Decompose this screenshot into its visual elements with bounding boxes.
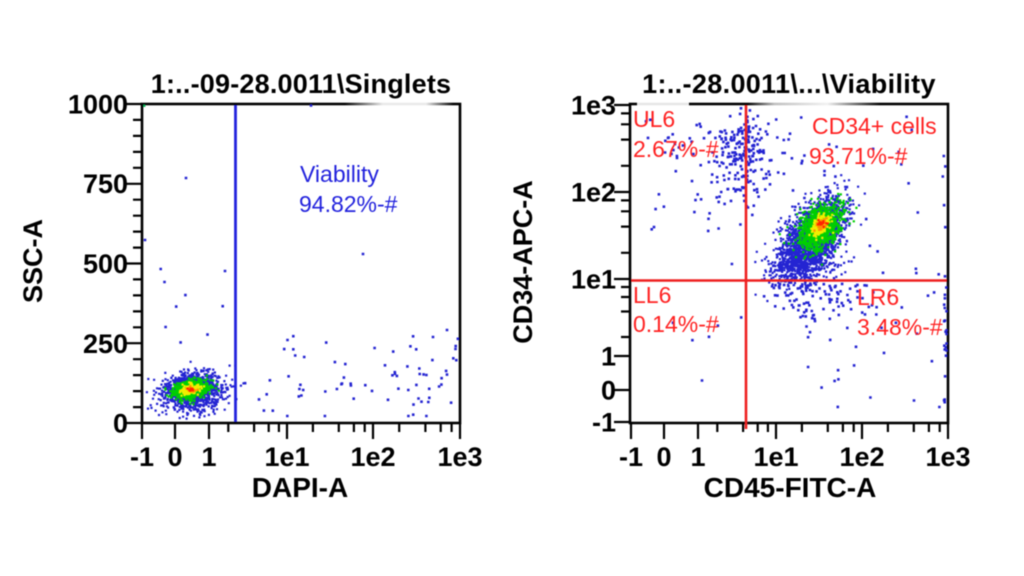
- svg-text:1: 1: [690, 442, 705, 472]
- svg-text:1e1: 1e1: [264, 442, 309, 472]
- svg-text:-1: -1: [130, 442, 154, 472]
- svg-text:1e2: 1e2: [571, 178, 616, 208]
- svg-text:500: 500: [83, 249, 128, 279]
- svg-text:-1: -1: [592, 408, 616, 438]
- svg-text:1: 1: [201, 442, 216, 472]
- svg-text:93.71%-#: 93.71%-#: [809, 143, 908, 169]
- svg-text:1e3: 1e3: [571, 91, 616, 121]
- svg-text:750: 750: [83, 169, 128, 199]
- svg-text:UL6: UL6: [633, 106, 675, 132]
- svg-text:1e2: 1e2: [350, 442, 395, 472]
- svg-text:1:..-28.0011\...\Viability: 1:..-28.0011\...\Viability: [642, 69, 936, 99]
- svg-text:250: 250: [83, 329, 128, 359]
- svg-text:SSC-A: SSC-A: [18, 219, 48, 303]
- svg-text:0: 0: [167, 442, 182, 472]
- svg-text:1: 1: [601, 342, 616, 372]
- svg-text:1e1: 1e1: [753, 442, 798, 472]
- svg-text:1e1: 1e1: [571, 265, 616, 295]
- svg-text:0: 0: [656, 442, 671, 472]
- svg-text:CD45-FITC-A: CD45-FITC-A: [704, 472, 877, 503]
- svg-text:0: 0: [113, 409, 128, 439]
- svg-text:CD34-APC-A: CD34-APC-A: [508, 180, 538, 344]
- svg-text:2.67%-#: 2.67%-#: [633, 136, 719, 162]
- svg-text:-1: -1: [619, 442, 643, 472]
- svg-text:0: 0: [601, 376, 616, 406]
- svg-text:LL6: LL6: [633, 282, 671, 308]
- svg-text:0.14%-#: 0.14%-#: [633, 311, 719, 337]
- svg-text:1:..-09-28.0011\Singlets: 1:..-09-28.0011\Singlets: [151, 69, 451, 99]
- svg-text:94.82%-#: 94.82%-#: [299, 191, 398, 217]
- svg-text:3.48%-#: 3.48%-#: [857, 314, 943, 340]
- svg-text:Viability: Viability: [300, 161, 379, 187]
- svg-text:1e2: 1e2: [839, 442, 884, 472]
- svg-text:CD34+ cells: CD34+ cells: [812, 113, 937, 139]
- svg-text:DAPI-A: DAPI-A: [252, 472, 348, 503]
- svg-text:LR6: LR6: [857, 284, 899, 310]
- svg-text:1e3: 1e3: [437, 442, 482, 472]
- svg-text:1e3: 1e3: [925, 442, 970, 472]
- svg-text:1000: 1000: [68, 90, 128, 120]
